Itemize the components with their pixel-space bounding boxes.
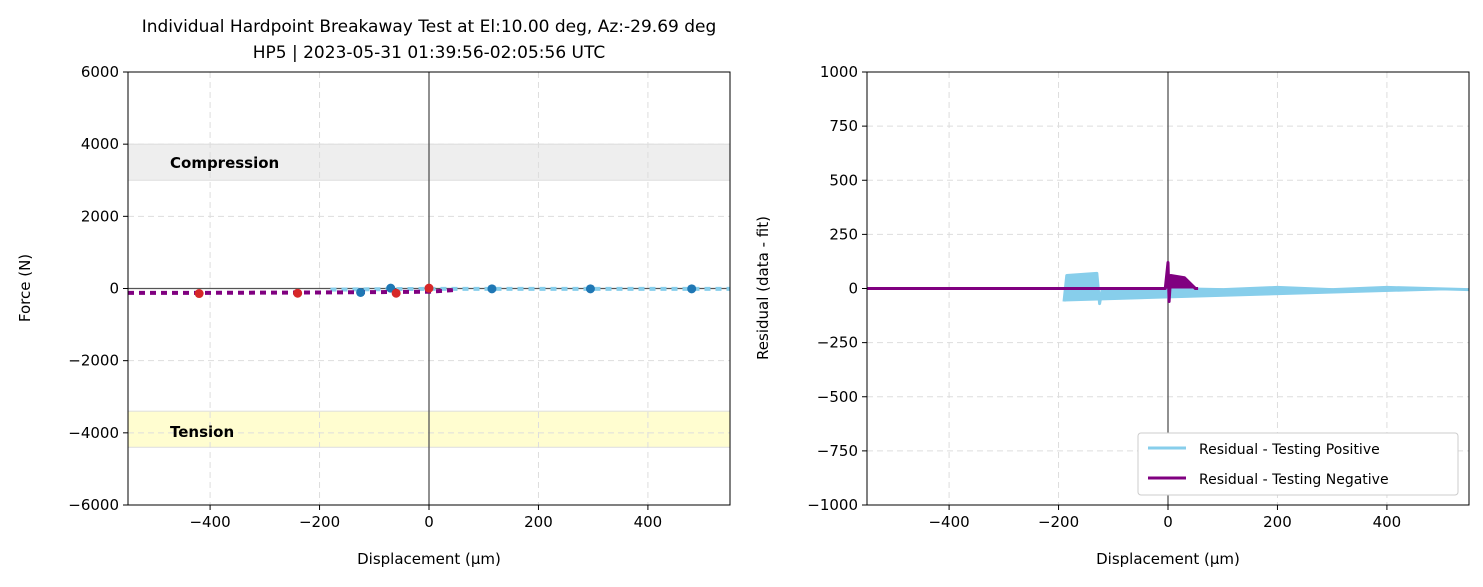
y-axis-label-right: Residual (data - fit) [754, 216, 772, 360]
y-tick-label: 250 [829, 225, 858, 243]
points-positive-marker [687, 284, 697, 294]
band-label-compression: Compression [170, 154, 279, 172]
y-tick-label: 0 [109, 280, 119, 298]
residual-line-1 [867, 261, 1199, 303]
y-tick-label: 500 [829, 171, 858, 189]
axes-frame [127, 71, 731, 506]
x-tick-label: −400 [928, 513, 969, 531]
force-plot: −400 −200 0 200 400−6000−4000−20000200040006… [68, 63, 731, 531]
points-negative-marker [424, 283, 434, 293]
residual-plot: −400 −200 0 200 400 −1000 −750 −500 −250 0 250 500 7… [807, 63, 1470, 531]
band-label-tension: Tension [170, 423, 234, 441]
x-tick-label: 0 [424, 513, 434, 531]
series-line-1 [128, 287, 457, 295]
y-tick-label: 2000 [81, 207, 119, 225]
x-tick-label: −400 [189, 513, 230, 531]
y-tick-label: −2000 [68, 352, 119, 370]
points-negative-marker [293, 288, 303, 298]
x-tick-label: 400 [1373, 513, 1402, 531]
chart-subtitle: HP5 | 2023-05-31 01:39:56-02:05:56 UTC [253, 43, 606, 63]
axes-frame [866, 71, 1470, 506]
points-positive-marker [356, 287, 366, 297]
y-tick-label: 750 [829, 117, 858, 135]
y-tick-label: 6000 [81, 63, 119, 81]
x-axis-label-left: Displacement (µm) [357, 550, 501, 568]
x-tick-label: 0 [1163, 513, 1173, 531]
x-tick-label: −200 [1038, 513, 1079, 531]
y-tick-label: −250 [817, 334, 858, 352]
y-tick-label: 1000 [820, 63, 858, 81]
x-tick-label: −200 [299, 513, 340, 531]
x-tick-label: 200 [524, 513, 553, 531]
chart-title: Individual Hardpoint Breakaway Test at E… [142, 17, 717, 37]
y-axis-label-left: Force (N) [16, 254, 34, 322]
x-tick-label: 400 [634, 513, 663, 531]
legend-label-negative: Residual - Testing Negative [1199, 472, 1389, 488]
x-axis-label-right: Displacement (µm) [1096, 550, 1240, 568]
y-tick-label: 4000 [81, 135, 119, 153]
y-tick-label: −6000 [68, 496, 119, 514]
y-tick-label: −4000 [68, 424, 119, 442]
points-negative-marker [194, 289, 204, 299]
y-tick-label: −750 [817, 442, 858, 460]
x-tick-label: 200 [1263, 513, 1292, 531]
y-tick-label: 0 [848, 280, 858, 298]
y-tick-label: −1000 [807, 496, 858, 514]
points-positive-marker [585, 284, 595, 294]
legend-label-positive: Residual - Testing Positive [1199, 442, 1380, 458]
legend: Residual - Testing Positive Residual - T… [1137, 432, 1459, 496]
y-tick-label: −500 [817, 388, 858, 406]
points-negative-marker [391, 288, 401, 298]
points-positive-marker [487, 284, 497, 294]
